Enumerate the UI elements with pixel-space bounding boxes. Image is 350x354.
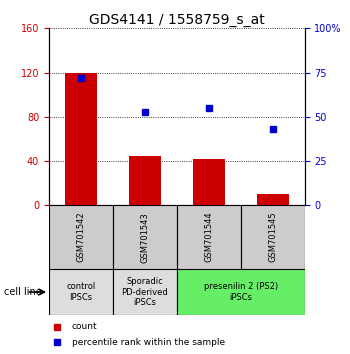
Text: GSM701545: GSM701545 — [268, 212, 277, 263]
Title: GDS4141 / 1558759_s_at: GDS4141 / 1558759_s_at — [89, 13, 265, 27]
Text: percentile rank within the sample: percentile rank within the sample — [72, 338, 225, 347]
Bar — [257, 194, 288, 205]
Text: GSM701542: GSM701542 — [76, 212, 85, 263]
Text: GSM701544: GSM701544 — [204, 212, 213, 263]
Text: count: count — [72, 322, 98, 331]
Bar — [177, 269, 304, 315]
Text: control
IPSCs: control IPSCs — [66, 282, 96, 302]
Text: presenilin 2 (PS2)
iPSCs: presenilin 2 (PS2) iPSCs — [204, 282, 278, 302]
Text: Sporadic
PD-derived
iPSCs: Sporadic PD-derived iPSCs — [121, 277, 168, 307]
Text: cell line: cell line — [4, 287, 41, 297]
Text: GSM701543: GSM701543 — [140, 212, 149, 263]
Bar — [241, 205, 304, 269]
Bar — [49, 269, 113, 315]
Bar — [113, 205, 177, 269]
Bar — [193, 159, 225, 205]
Bar — [65, 73, 97, 205]
Bar — [49, 205, 113, 269]
Bar — [177, 205, 241, 269]
Bar — [129, 155, 161, 205]
Bar — [113, 269, 177, 315]
